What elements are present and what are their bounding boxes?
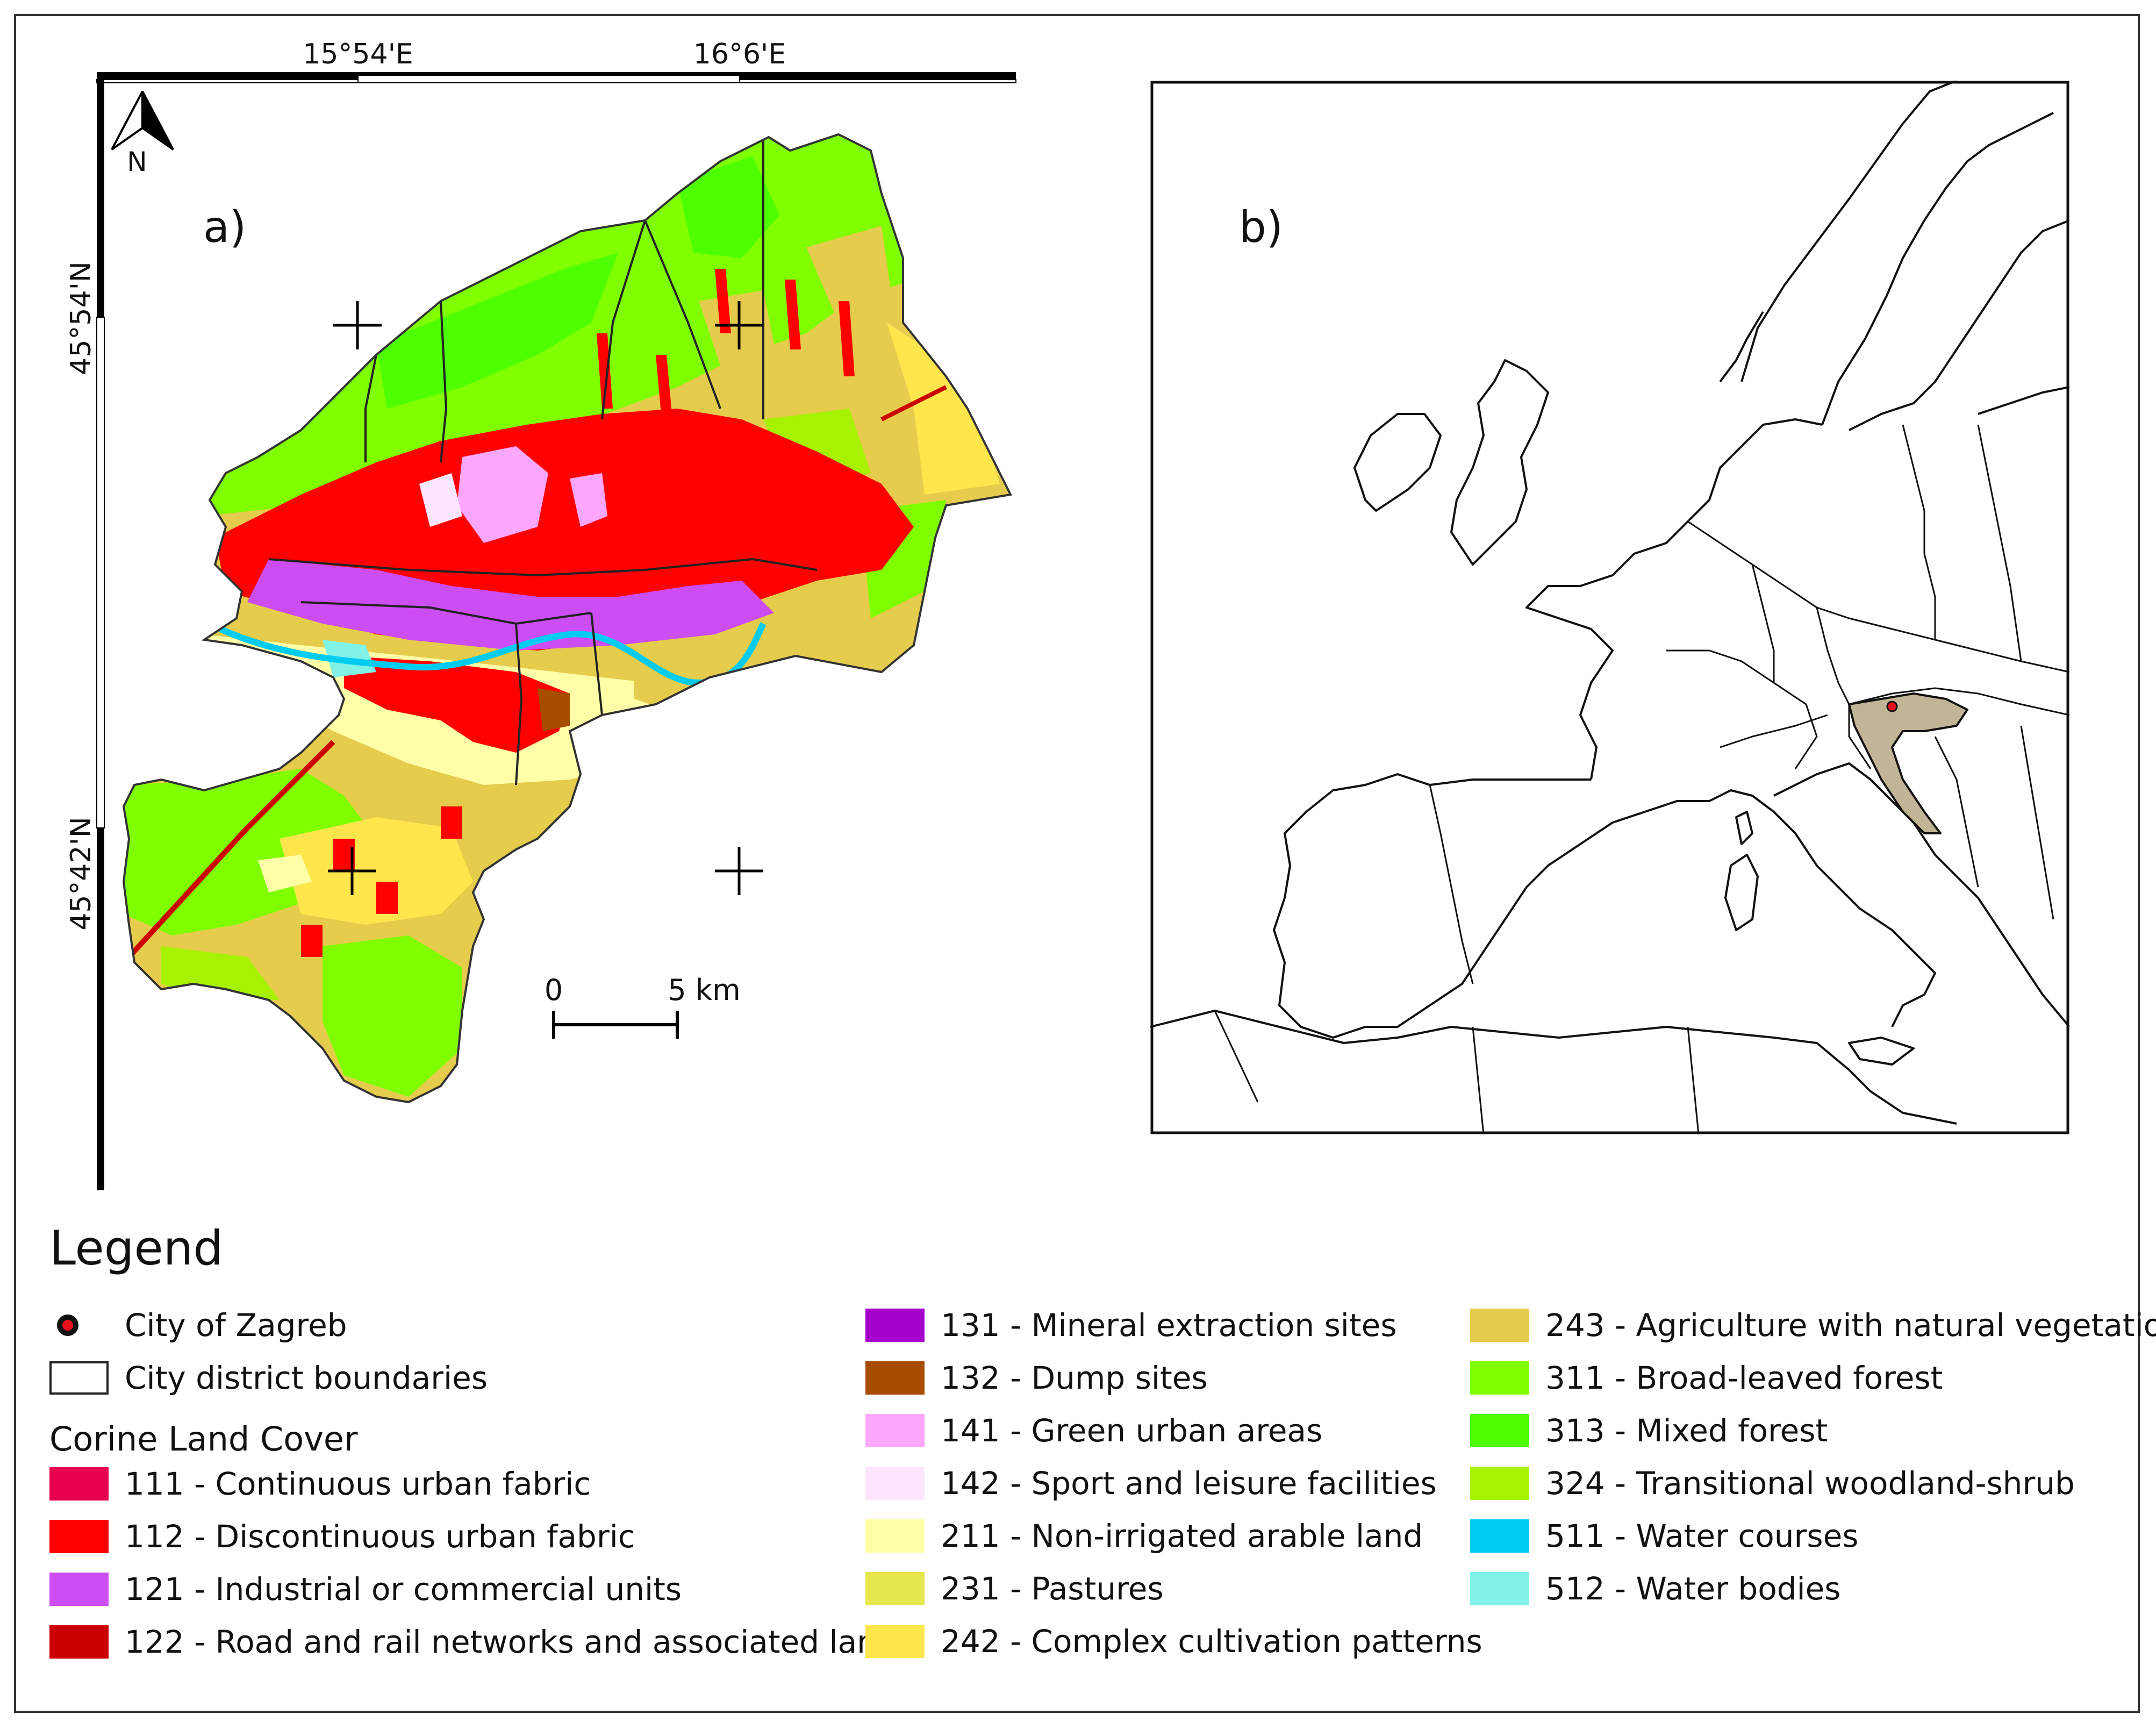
legend-label: 121 - Industrial or commercial units — [125, 1571, 682, 1607]
legend-label: 112 - Discontinuous urban fabric — [125, 1518, 635, 1555]
legend-item-clc: 243 - Agriculture with natural vegetatio… — [1470, 1306, 2156, 1344]
legend-swatch — [1470, 1309, 1529, 1342]
graticule-crosses — [328, 301, 763, 895]
panel-a-label: a) — [203, 202, 246, 252]
legend-item-clc: 512 - Water bodies — [1470, 1570, 1841, 1607]
legend-item-city: City of Zagreb — [49, 1306, 347, 1344]
legend-swatch — [49, 1573, 109, 1606]
panel-b-frame — [1150, 81, 2069, 1134]
legend-item-clc: 313 - Mixed forest — [1470, 1412, 1828, 1449]
legend-label: 131 - Mineral extraction sites — [941, 1307, 1397, 1344]
legend-swatch — [865, 1361, 925, 1395]
legend-item-clc: 242 - Complex cultivation patterns — [865, 1623, 1482, 1660]
legend-item-clc: 211 - Non-irrigated arable land — [865, 1517, 1423, 1555]
lon-label-1: 15°54'E — [303, 38, 413, 70]
lat-label-2: 45°42'N — [65, 817, 97, 931]
legend-swatch — [1470, 1361, 1529, 1395]
panel-b-label: b) — [1239, 202, 1283, 252]
land-cover-map — [124, 134, 1011, 1102]
panel-a-map: 15°54'E 16°6'E 45°54'N 45°42'N N a) — [65, 38, 1016, 1190]
legend-item-clc: 324 - Transitional woodland-shrub — [1470, 1464, 2075, 1502]
scale-end-label: 5 km — [668, 973, 740, 1007]
north-arrow-icon — [111, 91, 174, 151]
legend-label: 313 - Mixed forest — [1545, 1412, 1828, 1449]
legend-swatch — [865, 1625, 925, 1658]
legend-swatch — [865, 1414, 925, 1447]
legend-label: 242 - Complex cultivation patterns — [941, 1623, 1482, 1660]
scale-bar — [552, 1011, 679, 1039]
north-label: N — [127, 146, 147, 177]
legend-item-clc: 141 - Green urban areas — [865, 1412, 1322, 1449]
legend-swatch — [865, 1572, 925, 1605]
city-dot-icon — [49, 1309, 109, 1342]
legend-title: Legend — [49, 1220, 224, 1276]
legend-swatch — [49, 1467, 109, 1501]
legend-label: 111 - Continuous urban fabric — [125, 1466, 591, 1502]
legend-swatch — [49, 1520, 109, 1553]
legend-swatch — [1470, 1414, 1529, 1447]
legend-item-clc: 511 - Water courses — [1470, 1517, 1859, 1555]
legend-item-clc: 111 - Continuous urban fabric — [49, 1465, 591, 1503]
legend-label: 142 - Sport and leisure facilities — [941, 1465, 1437, 1502]
legend-item-districts: City district boundaries — [49, 1359, 488, 1397]
legend-item-clc: 231 - Pastures — [865, 1570, 1164, 1607]
legend-label: 122 - Road and rail networks and associa… — [125, 1624, 897, 1660]
legend-swatch — [865, 1519, 925, 1553]
legend-label: 311 - Broad-leaved forest — [1545, 1360, 1943, 1396]
legend-label: 211 - Non-irrigated arable land — [941, 1518, 1423, 1554]
legend-swatch — [1470, 1572, 1529, 1605]
legend-clc-title: Corine Land Cover — [49, 1419, 358, 1459]
legend-item-clc: 121 - Industrial or commercial units — [49, 1570, 682, 1608]
lat-label-1: 45°54'N — [65, 261, 97, 375]
scale-start-label: 0 — [545, 973, 563, 1007]
panel-b-europe-map: b) — [1150, 81, 2069, 1134]
legend-item-clc: 132 - Dump sites — [865, 1359, 1208, 1397]
legend-label: 243 - Agriculture with natural vegetatio… — [1545, 1307, 2156, 1344]
zagreb-marker-icon — [1886, 701, 1898, 712]
legend-label: 512 - Water bodies — [1545, 1570, 1841, 1607]
legend-swatch — [1470, 1519, 1529, 1553]
legend-label: 132 - Dump sites — [941, 1360, 1208, 1396]
legend-swatch — [865, 1467, 925, 1500]
legend-item-clc: 112 - Discontinuous urban fabric — [49, 1518, 635, 1555]
legend-item-clc: 131 - Mineral extraction sites — [865, 1306, 1397, 1344]
legend-swatch — [49, 1625, 109, 1659]
legend-item-clc: 142 - Sport and leisure facilities — [865, 1464, 1437, 1502]
district-outline-swatch — [49, 1361, 109, 1395]
lon-label-2: 16°6'E — [693, 38, 786, 70]
legend-label: 141 - Green urban areas — [941, 1412, 1323, 1449]
coastlines — [1150, 81, 2069, 1134]
legend-item-clc: 122 - Road and rail networks and associa… — [49, 1623, 897, 1661]
legend-swatch — [865, 1309, 925, 1342]
city-boundary — [122, 133, 1012, 1104]
figure-frame — [14, 14, 2140, 1713]
legend-label: 511 - Water courses — [1545, 1518, 1859, 1554]
legend-item-clc: 311 - Broad-leaved forest — [1470, 1359, 1943, 1397]
legend-label: 324 - Transitional woodland-shrub — [1545, 1465, 2075, 1502]
legend-swatch — [1470, 1467, 1529, 1500]
legend-label: 231 - Pastures — [941, 1570, 1164, 1607]
croatia-highlight — [1848, 692, 1968, 834]
